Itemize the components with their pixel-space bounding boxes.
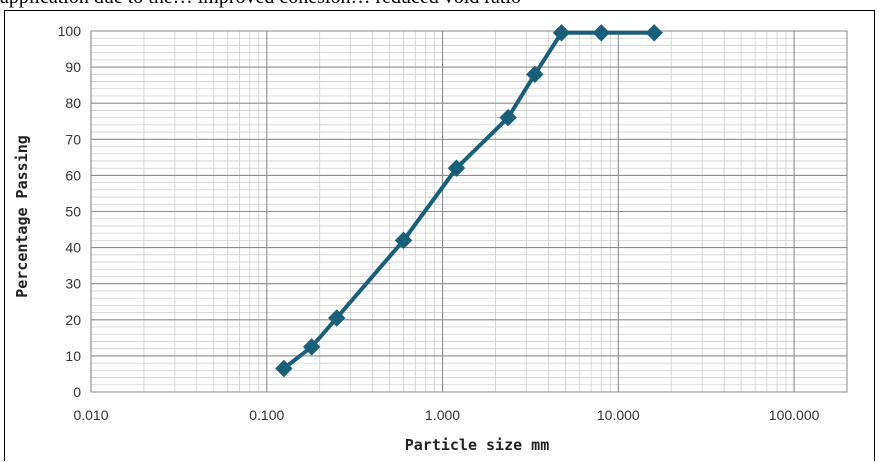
- y-tick-label: 30: [65, 276, 81, 292]
- series-group: [276, 25, 662, 377]
- x-tick-label: 0.100: [249, 407, 284, 423]
- x-tick-labels: 0.010 0.100 1.000 10.000 100.000: [73, 407, 819, 423]
- x-axis-title: Particle size mm: [405, 436, 550, 454]
- y-tick-label: 0: [73, 384, 81, 400]
- caption-fragment: application due to the… improved cohesio…: [0, 0, 879, 8]
- x-tick-label: 0.010: [73, 407, 108, 423]
- chart-container: 0.010 0.100 1.000 10.000 100.000 0 10 20 30 40 50…: [4, 10, 875, 461]
- y-tick-label: 20: [65, 312, 81, 328]
- y-tick-label: 10: [65, 348, 81, 364]
- y-tick-label: 60: [65, 167, 81, 183]
- grading-curve-chart: 0.010 0.100 1.000 10.000 100.000 0 10 20 30 40 50…: [5, 11, 876, 462]
- y-tick-labels: 0 10 20 30 40 50 60 70 80 90 100: [58, 23, 82, 400]
- x-tick-label: 100.000: [769, 407, 820, 423]
- x-tick-label: 1.000: [425, 407, 460, 423]
- y-tick-label: 40: [65, 240, 81, 256]
- major-gridlines: [91, 31, 847, 392]
- y-axis-title: Percentage Passing: [13, 135, 31, 298]
- x-tick-label: 10.000: [597, 407, 640, 423]
- y-tick-label: 70: [65, 131, 81, 147]
- y-tick-label: 50: [65, 204, 81, 220]
- y-tick-label: 80: [65, 95, 81, 111]
- y-tick-label: 100: [58, 23, 82, 39]
- y-tick-label: 90: [65, 59, 81, 75]
